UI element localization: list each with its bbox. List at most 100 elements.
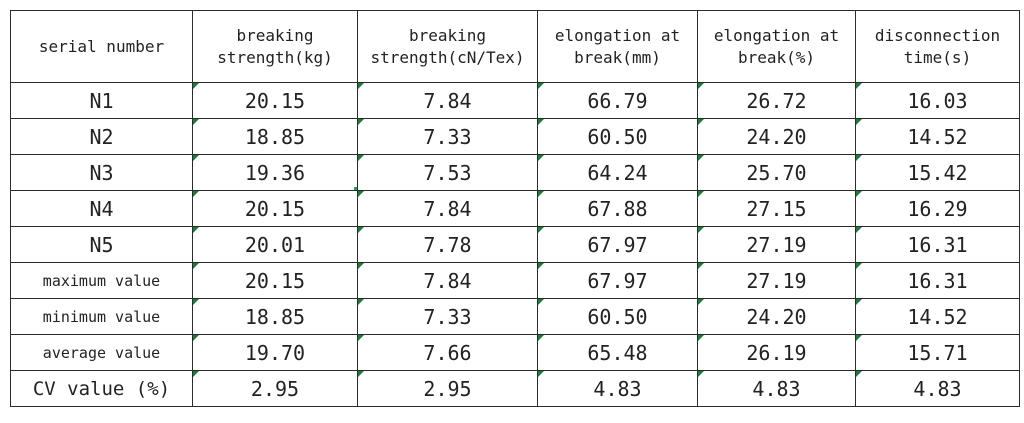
data-cell[interactable]: 27.19 (697, 226, 856, 263)
data-cell[interactable]: 27.19 (697, 262, 856, 299)
number-as-text-indicator-icon (538, 83, 544, 89)
data-cell[interactable]: 2.95 (357, 370, 538, 407)
data-cell[interactable]: 19.36 (192, 154, 358, 191)
number-as-text-indicator-icon (193, 335, 199, 341)
number-as-text-indicator-icon (538, 263, 544, 269)
cell-value: 4.83 (593, 376, 642, 401)
row-label-cell[interactable]: minimum value (10, 298, 193, 335)
data-cell[interactable]: 7.84 (357, 82, 538, 119)
data-cell[interactable]: 7.78 (357, 226, 538, 263)
row-label-cell[interactable]: average value (10, 334, 193, 371)
header-serial-number[interactable]: serial number (10, 10, 193, 83)
data-cell[interactable]: 16.29 (855, 190, 1020, 227)
row-label-cell[interactable]: N5 (10, 226, 193, 263)
data-cell[interactable]: 19.70 (192, 334, 358, 371)
data-cell[interactable]: 20.01 (192, 226, 358, 263)
number-as-text-indicator-icon (193, 299, 199, 305)
data-cell[interactable]: 27.15 (697, 190, 856, 227)
data-cell[interactable]: 7.84 (357, 190, 538, 227)
cell-value: 27.19 (746, 268, 807, 293)
cell-value: 7.78 (423, 232, 472, 257)
cell-value: 67.88 (587, 196, 648, 221)
header-label: serial number (38, 36, 165, 56)
header-disconnection-time[interactable]: disconnection time(s) (855, 10, 1020, 83)
cell-value: 26.72 (746, 88, 807, 113)
cell-value: 15.71 (907, 340, 968, 365)
table-row: maximum value 20.15 7.84 67.97 27.19 16.31 (10, 262, 1020, 299)
data-cell[interactable]: 65.48 (537, 334, 698, 371)
data-cell[interactable]: 26.72 (697, 82, 856, 119)
number-as-text-indicator-icon (538, 119, 544, 125)
cell-value: 15.42 (907, 160, 968, 185)
data-cell[interactable]: 16.31 (855, 226, 1020, 263)
data-cell[interactable]: 67.97 (537, 226, 698, 263)
data-cell[interactable]: 4.83 (697, 370, 856, 407)
data-cell[interactable]: 60.50 (537, 298, 698, 335)
data-cell[interactable]: 24.20 (697, 118, 856, 155)
data-cell[interactable]: 18.85 (192, 118, 358, 155)
header-label: elongation at break(%) (713, 25, 840, 67)
data-cell[interactable]: 20.15 (192, 262, 358, 299)
data-cell[interactable]: 16.03 (855, 82, 1020, 119)
data-cell[interactable]: 7.53 (357, 154, 538, 191)
cell-value: 7.33 (423, 124, 472, 149)
header-breaking-strength-kg[interactable]: breaking strength(kg) (192, 10, 358, 83)
data-cell[interactable]: 4.83 (537, 370, 698, 407)
data-cell[interactable]: 14.52 (855, 118, 1020, 155)
header-elongation-pct[interactable]: elongation at break(%) (697, 10, 856, 83)
cell-value: 26.19 (746, 340, 807, 365)
table-row: minimum value 18.85 7.33 60.50 24.20 14.52 (10, 298, 1020, 335)
data-cell[interactable]: 7.33 (357, 118, 538, 155)
cell-value: 18.85 (244, 304, 306, 329)
data-cell[interactable]: 26.19 (697, 334, 856, 371)
data-cell[interactable]: 15.42 (855, 154, 1020, 191)
row-label-cell[interactable]: N3 (10, 154, 193, 191)
data-cell[interactable]: 15.71 (855, 334, 1020, 371)
table-row: N4 20.15 7.84 67.88 27.15 16.29 (10, 190, 1020, 227)
data-cell[interactable]: 64.24 (537, 154, 698, 191)
number-as-text-indicator-icon (358, 335, 364, 341)
data-cell[interactable]: 20.15 (192, 190, 358, 227)
number-as-text-indicator-icon (856, 263, 862, 269)
data-cell[interactable]: 60.50 (537, 118, 698, 155)
header-elongation-mm[interactable]: elongation at break(mm) (537, 10, 698, 83)
data-cell[interactable]: 16.31 (855, 262, 1020, 299)
data-cell[interactable]: 7.66 (357, 334, 538, 371)
cell-value: 64.24 (587, 160, 648, 185)
data-cell[interactable]: 7.33 (357, 298, 538, 335)
data-cell[interactable]: 67.88 (537, 190, 698, 227)
row-label-cell[interactable]: CV value (%) (10, 370, 193, 407)
number-as-text-indicator-icon (698, 371, 704, 377)
number-as-text-indicator-icon (698, 263, 704, 269)
number-as-text-indicator-icon (358, 155, 364, 161)
cell-value: 7.84 (423, 88, 472, 113)
header-breaking-strength-cntex[interactable]: breaking strength(cN/Tex) (357, 10, 538, 83)
data-cell[interactable]: 18.85 (192, 298, 358, 335)
data-cell[interactable]: 20.15 (192, 82, 358, 119)
data-cell[interactable]: 14.52 (855, 298, 1020, 335)
header-label: elongation at break(mm) (554, 25, 681, 67)
row-label-cell[interactable]: N1 (10, 82, 193, 119)
data-cell[interactable]: 2.95 (192, 370, 358, 407)
header-label: breaking strength(kg) (217, 25, 333, 67)
cell-value: 25.70 (746, 160, 807, 185)
number-as-text-indicator-icon (856, 335, 862, 341)
number-as-text-indicator-icon (856, 371, 862, 377)
cell-value: 19.36 (244, 160, 306, 185)
number-as-text-indicator-icon (193, 263, 199, 269)
number-as-text-indicator-icon (538, 191, 544, 197)
row-label-cell[interactable]: maximum value (10, 262, 193, 299)
number-as-text-indicator-icon (538, 155, 544, 161)
header-label: breaking strength(cN/Tex) (370, 25, 525, 67)
data-cell[interactable]: 7.84 (357, 262, 538, 299)
data-cell[interactable]: 66.79 (537, 82, 698, 119)
cell-value: 2.95 (250, 376, 300, 401)
data-cell[interactable]: 67.97 (537, 262, 698, 299)
data-cell[interactable]: 25.70 (697, 154, 856, 191)
cell-value: 4.83 (752, 376, 801, 401)
data-cell[interactable]: 4.83 (855, 370, 1020, 407)
data-cell[interactable]: 24.20 (697, 298, 856, 335)
row-label-cell[interactable]: N4 (10, 190, 193, 227)
cell-value: 65.48 (587, 340, 648, 365)
row-label-cell[interactable]: N2 (10, 118, 193, 155)
